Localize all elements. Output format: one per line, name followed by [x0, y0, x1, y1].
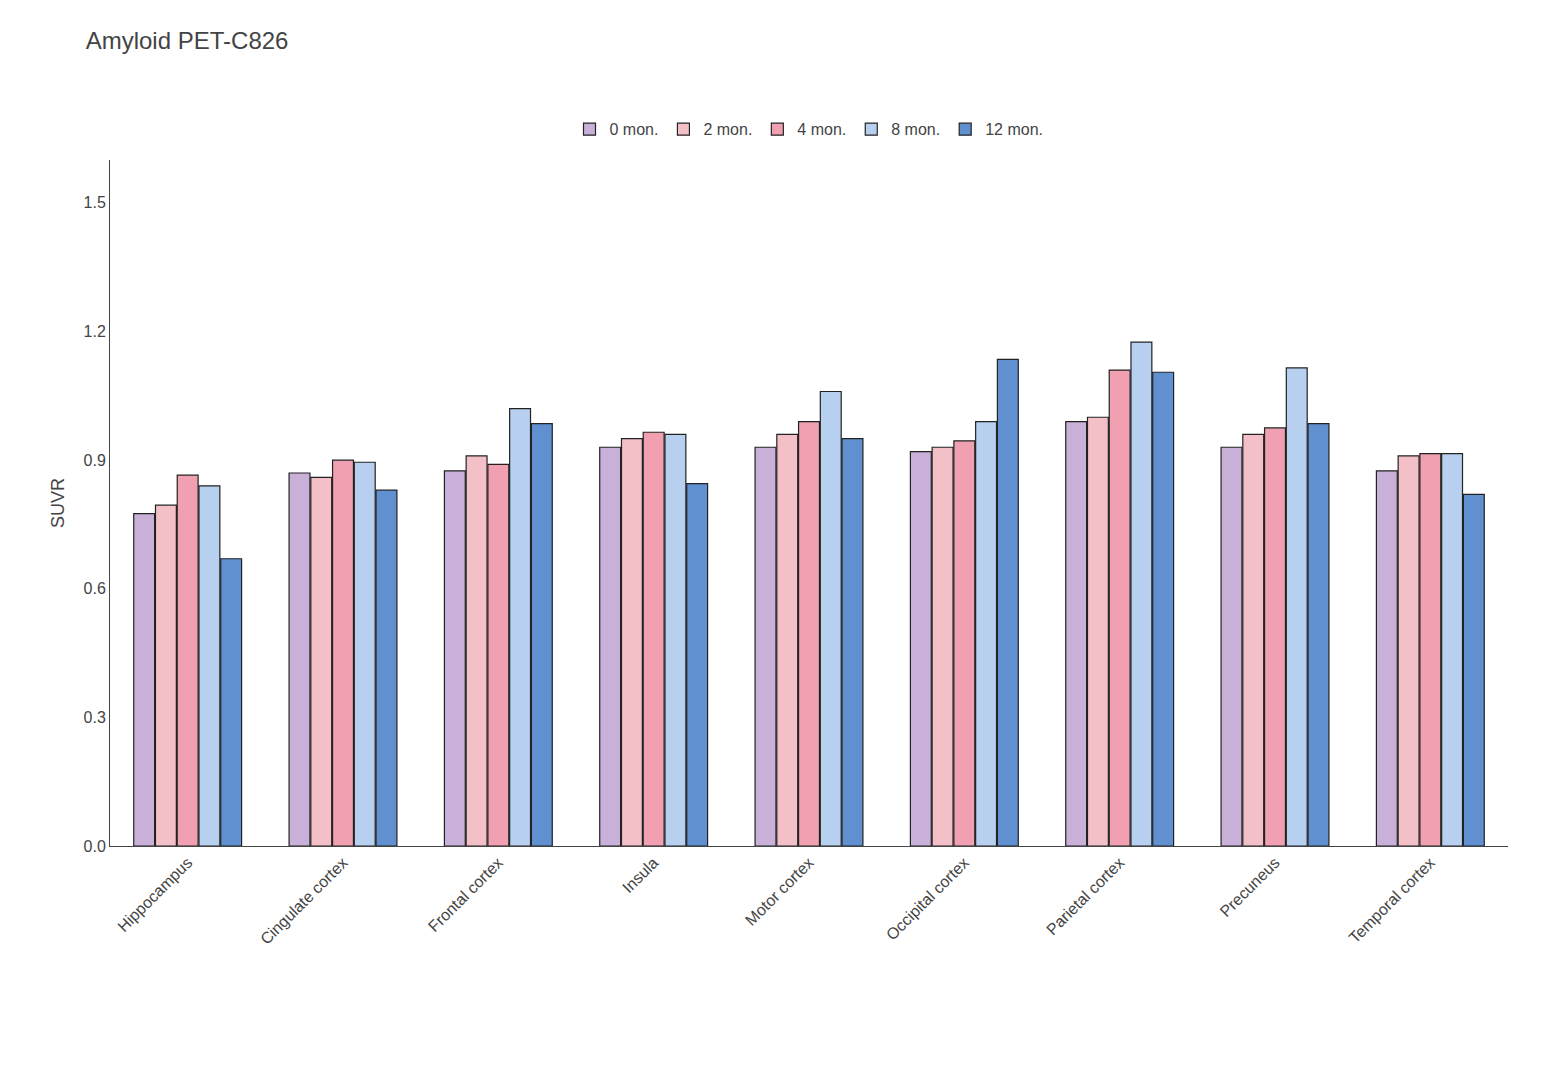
- svg-text:Amyloid PET-C826: Amyloid PET-C826: [86, 27, 289, 54]
- svg-text:Occipital cortex: Occipital cortex: [883, 854, 972, 943]
- svg-text:2 mon.: 2 mon.: [703, 121, 752, 138]
- svg-text:Temporal cortex: Temporal cortex: [1346, 854, 1439, 947]
- svg-text:1.2: 1.2: [84, 323, 106, 340]
- svg-text:SUVR: SUVR: [48, 478, 68, 528]
- svg-text:0.0: 0.0: [84, 838, 106, 855]
- svg-text:Cingulate cortex: Cingulate cortex: [257, 854, 351, 948]
- svg-text:1.5: 1.5: [84, 194, 106, 211]
- svg-text:8 mon.: 8 mon.: [891, 121, 940, 138]
- svg-text:0.3: 0.3: [84, 709, 106, 726]
- svg-text:4 mon.: 4 mon.: [797, 121, 846, 138]
- svg-text:Motor cortex: Motor cortex: [742, 854, 817, 929]
- svg-text:12 mon.: 12 mon.: [985, 121, 1043, 138]
- svg-text:0 mon.: 0 mon.: [610, 121, 659, 138]
- svg-text:Hippocampus: Hippocampus: [114, 854, 195, 935]
- svg-text:Frontal cortex: Frontal cortex: [425, 854, 506, 935]
- svg-text:Insula: Insula: [619, 854, 661, 896]
- svg-text:Parietal cortex: Parietal cortex: [1043, 854, 1127, 938]
- svg-text:0.6: 0.6: [84, 580, 106, 597]
- svg-text:0.9: 0.9: [84, 452, 106, 469]
- svg-text:Precuneus: Precuneus: [1217, 854, 1283, 920]
